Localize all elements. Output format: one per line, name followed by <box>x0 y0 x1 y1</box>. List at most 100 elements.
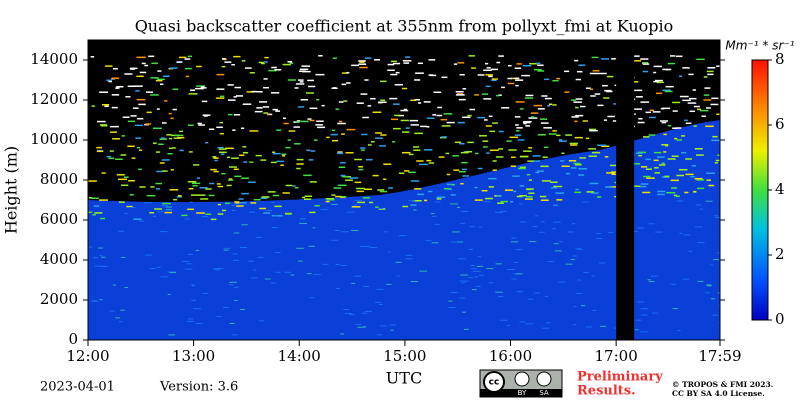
heatmap-speckle <box>424 149 433 151</box>
heatmap-speckle <box>436 196 446 199</box>
heatmap-speckle <box>514 134 522 136</box>
heatmap-speckle <box>444 187 452 190</box>
heatmap-speckle <box>156 108 160 110</box>
heatmap-speckle <box>196 177 200 179</box>
heatmap-speckle <box>380 325 387 327</box>
heatmap-speckle <box>282 192 290 194</box>
heatmap-speckle <box>707 285 712 287</box>
heatmap-speckle <box>553 204 558 206</box>
heatmap-speckle <box>446 121 455 124</box>
heatmap-speckle <box>159 162 165 164</box>
heatmap-speckle <box>320 209 328 211</box>
heatmap-speckle <box>192 285 196 287</box>
heatmap-speckle <box>341 83 346 86</box>
heatmap-speckle <box>349 177 359 179</box>
heatmap-speckle <box>558 140 567 142</box>
heatmap-speckle <box>640 166 648 168</box>
heatmap-speckle <box>256 107 263 109</box>
heatmap-speckle <box>300 120 309 123</box>
heatmap-speckle <box>351 206 361 208</box>
heatmap-speckle <box>580 105 586 108</box>
heatmap-speckle <box>662 107 671 110</box>
heatmap-speckle <box>515 79 524 81</box>
heatmap-speckle <box>697 280 704 282</box>
heatmap-speckle <box>588 128 597 131</box>
heatmap-speckle <box>162 170 168 172</box>
heatmap-speckle <box>706 179 711 181</box>
heatmap-speckle <box>639 185 647 188</box>
heatmap-speckle <box>270 92 280 94</box>
copyright: CC BY SA 4.0 License. <box>672 389 765 398</box>
heatmap-speckle <box>331 129 336 132</box>
heatmap-speckle <box>272 152 281 155</box>
heatmap-speckle <box>417 193 425 196</box>
heatmap-speckle <box>233 168 239 171</box>
heatmap-speckle <box>131 157 136 159</box>
heatmap-speckle <box>467 141 474 144</box>
heatmap-speckle <box>458 170 466 173</box>
heatmap-speckle <box>234 86 241 89</box>
heatmap-speckle <box>307 118 312 120</box>
heatmap-speckle <box>200 198 209 200</box>
heatmap-speckle <box>228 179 234 181</box>
heatmap-speckle <box>187 55 193 58</box>
heatmap-speckle <box>683 234 691 236</box>
heatmap-speckle <box>440 118 447 121</box>
heatmap-speckle <box>344 313 352 315</box>
heatmap-speckle <box>118 321 123 323</box>
heatmap-speckle <box>400 109 409 112</box>
heatmap-speckle <box>552 228 556 230</box>
heatmap-speckle <box>491 78 498 80</box>
heatmap-speckle <box>637 121 645 124</box>
heatmap-speckle <box>672 101 681 104</box>
heatmap-speckle <box>356 102 364 104</box>
heatmap-speckle <box>609 186 619 188</box>
heatmap-speckle <box>263 112 268 114</box>
heatmap-speckle <box>428 162 435 164</box>
heatmap-speckle <box>541 221 545 223</box>
heatmap-speckle <box>461 282 466 284</box>
heatmap-speckle <box>677 330 681 332</box>
heatmap-speckle <box>296 121 300 123</box>
heatmap-speckle <box>374 301 382 303</box>
heatmap-speckle <box>313 139 318 141</box>
heatmap-speckle <box>99 91 109 93</box>
heatmap-speckle <box>653 159 659 162</box>
heatmap-speckle <box>570 167 577 169</box>
heatmap-speckle <box>90 197 99 200</box>
heatmap-speckle <box>632 163 641 165</box>
heatmap-speckle <box>365 158 373 161</box>
heatmap-speckle <box>271 214 276 217</box>
heatmap-speckle <box>96 150 104 153</box>
heatmap-speckle <box>122 116 130 118</box>
heatmap-speckle <box>242 103 252 105</box>
heatmap-speckle <box>201 100 208 103</box>
heatmap-speckle <box>238 198 244 200</box>
badge-by: BY <box>518 389 527 397</box>
heatmap-speckle <box>558 241 563 243</box>
heatmap-speckle <box>208 128 215 131</box>
heatmap-speckle <box>156 170 163 173</box>
heatmap-speckle <box>426 126 430 128</box>
heatmap-speckle <box>492 122 498 124</box>
heatmap-speckle <box>188 318 194 320</box>
heatmap-speckle <box>346 211 355 213</box>
heatmap-speckle <box>604 89 612 92</box>
heatmap-speckle <box>213 157 219 159</box>
heatmap-speckle <box>712 259 719 261</box>
heatmap-speckle <box>577 248 583 250</box>
heatmap-speckle <box>264 278 271 280</box>
heatmap-speckle <box>419 270 428 272</box>
heatmap-speckle <box>455 90 464 93</box>
heatmap-speckle <box>477 167 483 170</box>
heatmap-speckle <box>205 141 209 144</box>
colorbar-label: Mm⁻¹ * sr⁻¹ <box>725 39 794 53</box>
heatmap-speckle <box>354 275 362 277</box>
heatmap-speckle <box>570 259 576 261</box>
y-tick-label: 10000 <box>30 130 78 148</box>
heatmap-speckle <box>532 160 541 162</box>
heatmap-speckle <box>544 296 548 298</box>
heatmap-speckle <box>234 299 238 301</box>
heatmap-speckle <box>497 202 504 204</box>
heatmap-speckle <box>250 202 257 204</box>
